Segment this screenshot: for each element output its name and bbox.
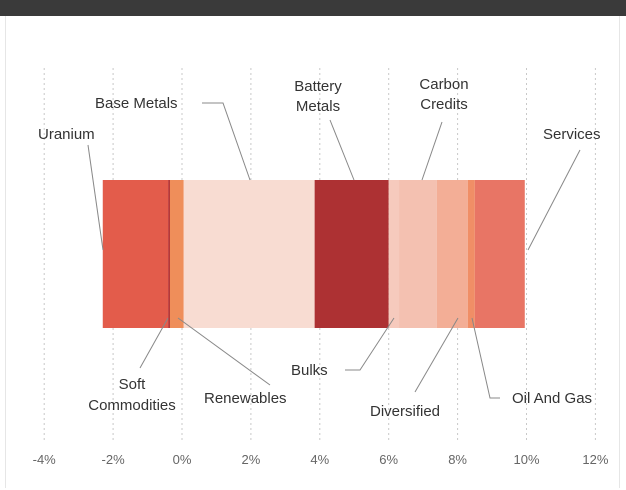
x-tick-label: 8% xyxy=(448,452,467,467)
label-base-metals: Base Metals xyxy=(95,95,178,112)
x-tick-label: 4% xyxy=(310,452,329,467)
label-soft-commodities-line1: Soft xyxy=(119,376,147,393)
label-renewables: Renewables xyxy=(204,390,287,407)
leader-lines xyxy=(87,102,581,399)
segment-base-metals[interactable] xyxy=(183,180,315,328)
x-tick-label: 2% xyxy=(242,452,261,467)
leader-diversified xyxy=(414,317,459,393)
x-tick-label: 6% xyxy=(379,452,398,467)
leader-bulks xyxy=(345,317,395,371)
segment-oil-and-gas[interactable] xyxy=(467,180,475,328)
leader-carbon-credits xyxy=(421,121,443,181)
x-tick-label: 10% xyxy=(513,452,539,467)
label-uranium: Uranium xyxy=(38,126,95,143)
leader-base-metals xyxy=(202,102,251,181)
label-services: Services xyxy=(543,126,601,143)
leader-services xyxy=(527,149,581,251)
x-tick-label: 0% xyxy=(173,452,192,467)
leader-uranium xyxy=(87,144,104,251)
label-diversified: Diversified xyxy=(370,403,440,420)
x-tick-label: -2% xyxy=(102,452,126,467)
leader-battery-metals xyxy=(329,119,355,181)
label-bulks: Bulks xyxy=(291,362,328,379)
bar-segments xyxy=(102,180,525,328)
leader-oil-and-gas xyxy=(471,317,500,399)
x-axis-ticks: -4% -2% 0% 2% 4% 6% 8% 10% 12% xyxy=(33,452,609,467)
label-carbon-credits-line2: Credits xyxy=(420,96,468,113)
leader-soft-commodities xyxy=(139,317,169,369)
segment-services[interactable] xyxy=(474,180,525,328)
segment-battery-metals[interactable] xyxy=(314,180,389,328)
segment-carbon-credits[interactable] xyxy=(399,180,437,328)
label-battery-metals-line1: Battery xyxy=(294,78,342,95)
segment-diversified[interactable] xyxy=(436,180,468,328)
label-battery-metals-line2: Metals xyxy=(296,98,340,115)
segment-renewables[interactable] xyxy=(169,180,184,328)
x-tick-label: -4% xyxy=(33,452,57,467)
chart-frame xyxy=(5,16,620,488)
gridlines xyxy=(43,68,596,440)
segment-uranium[interactable] xyxy=(102,180,169,328)
x-tick-label: 12% xyxy=(582,452,608,467)
title-bar xyxy=(0,0,626,16)
segment-bulks[interactable] xyxy=(388,180,400,328)
label-carbon-credits-line1: Carbon xyxy=(419,76,468,93)
segment-soft-commodities[interactable] xyxy=(168,180,170,328)
leader-renewables xyxy=(177,317,271,386)
label-oil-and-gas: Oil And Gas xyxy=(512,390,592,407)
label-soft-commodities-line2: Commodities xyxy=(88,397,176,414)
